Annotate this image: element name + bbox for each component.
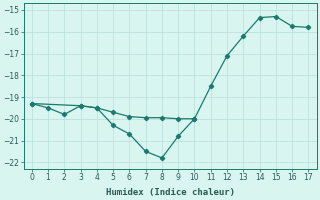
X-axis label: Humidex (Indice chaleur): Humidex (Indice chaleur) <box>106 188 235 197</box>
